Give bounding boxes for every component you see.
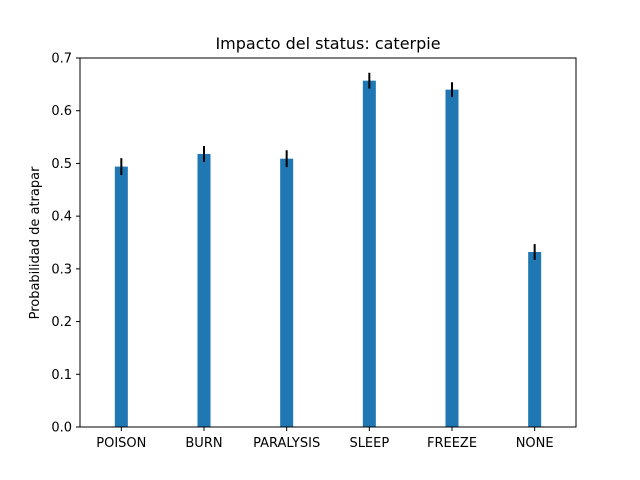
x-tick-label: FREEZE — [427, 436, 477, 451]
y-tick-label: 0.3 — [51, 262, 72, 277]
x-tick-label: BURN — [185, 436, 222, 451]
y-axis-label: Probabilidad de atrapar — [28, 166, 43, 320]
error-bars-group — [120, 72, 536, 260]
bars-group — [114, 80, 542, 428]
bar-poison — [114, 166, 128, 427]
y-tick-label: 0.7 — [51, 52, 72, 67]
bar-burn — [197, 153, 211, 427]
y-tick-label: 0.5 — [51, 157, 72, 172]
bar-sleep — [362, 80, 376, 427]
bar-freeze — [445, 89, 459, 427]
y-tick-label: 0.6 — [51, 104, 72, 119]
x-tick-label: NONE — [516, 436, 554, 451]
bar-paralysis — [280, 158, 294, 428]
x-tick-label: SLEEP — [349, 436, 389, 451]
y-axis: 0.0 0.1 0.2 0.3 0.4 0.5 0.6 0.7 — [51, 52, 80, 436]
x-tick-label: POISON — [96, 436, 146, 451]
chart-title: Impacto del status: caterpie — [215, 34, 440, 53]
y-tick-label: 0.4 — [51, 210, 72, 225]
x-tick-label: PARALYSIS — [253, 436, 320, 451]
y-tick-label: 0.0 — [51, 421, 72, 436]
x-axis: POISON BURN PARALYSIS SLEEP FREEZE NONE — [96, 427, 554, 451]
y-tick-label: 0.2 — [51, 315, 72, 330]
y-tick-label: 0.1 — [51, 368, 72, 383]
plot-frame — [79, 57, 577, 428]
bar-none — [528, 251, 542, 427]
